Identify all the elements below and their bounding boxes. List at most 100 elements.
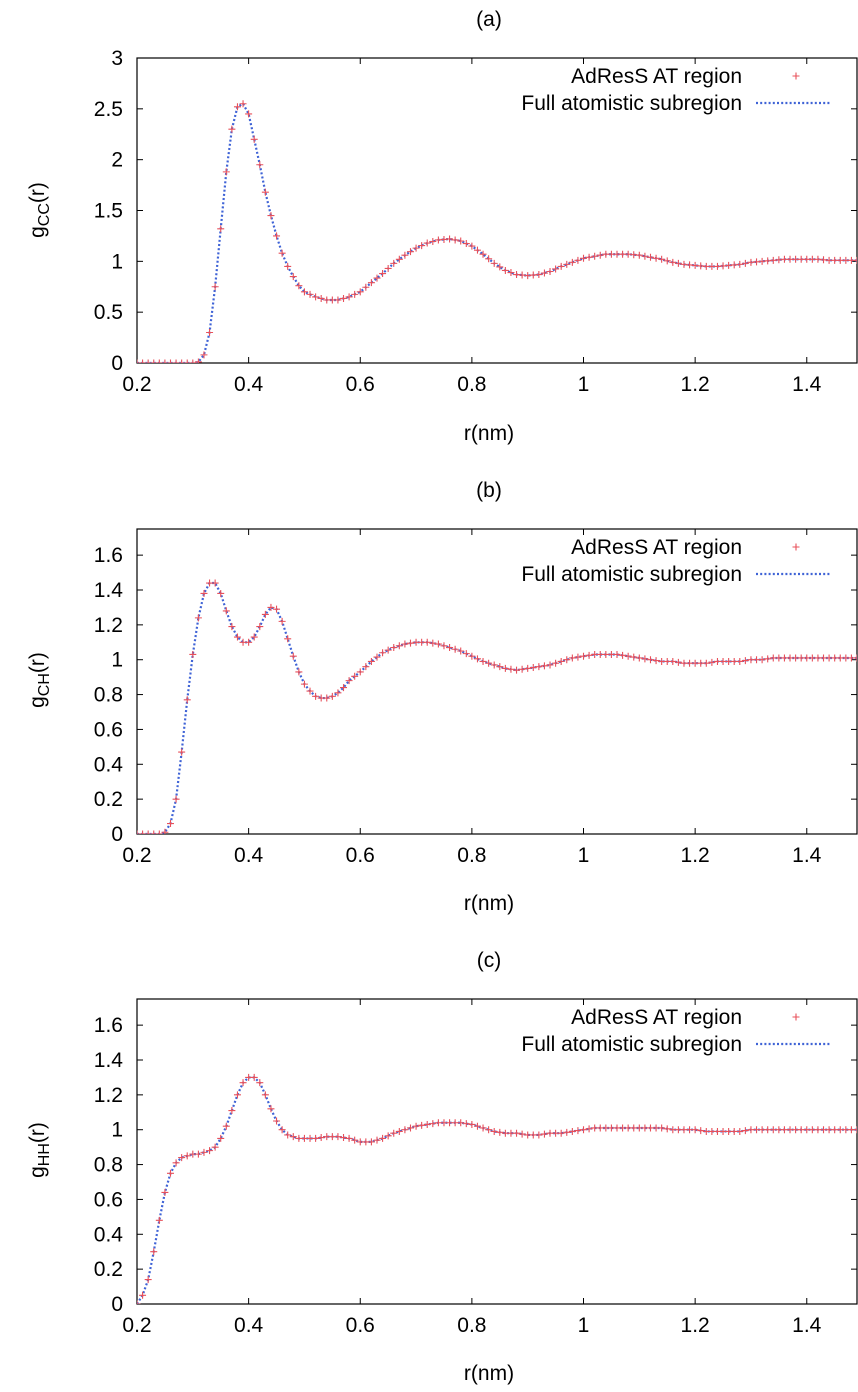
x-tick-label: 0.8: [457, 844, 486, 867]
chart-panel: (c)0.2 0.4 0.6 0.8 1 1.2 1.400.20.40.60.811.21…: [26, 949, 858, 1385]
data-point-adress: [278, 249, 286, 257]
data-point-adress: [161, 828, 169, 834]
data-point-adress: [379, 1134, 387, 1142]
data-point-adress: [239, 100, 247, 108]
data-point-adress: [328, 692, 336, 700]
data-point-adress: [250, 633, 258, 641]
data-point-adress: [401, 640, 409, 648]
data-point-adress: [406, 248, 414, 256]
legend: AdResS AT region Full atomistic subregion: [521, 1006, 830, 1056]
data-point-adress: [619, 651, 627, 659]
data-point-adress: [245, 110, 253, 118]
data-point-adress: [568, 654, 576, 662]
x-tick-label: 1.2: [681, 373, 710, 396]
x-tick-label: 0.6: [346, 373, 375, 396]
y-tick-label: 0.4: [94, 753, 124, 776]
x-tick-label: 0.8: [457, 373, 486, 396]
data-point-adress: [144, 359, 152, 363]
x-tick-label: 1.4: [792, 373, 822, 396]
data-point-adress: [222, 1122, 230, 1130]
y-tick-label: 0.5: [94, 301, 123, 324]
x-tick-label: 0.2: [122, 373, 151, 396]
x-tick-label: 0.6: [346, 1314, 375, 1337]
data-point-adress: [535, 663, 543, 671]
x-tick-label: 0.4: [234, 1314, 264, 1337]
data-point-adress: [652, 657, 660, 665]
legend: AdResS AT region Full atomistic subregion: [521, 536, 830, 586]
legend-marker-plus: [792, 543, 800, 551]
data-point-adress: [663, 257, 671, 265]
data-point-adress: [340, 294, 348, 302]
plot-area: [137, 579, 857, 834]
data-point-adress: [468, 242, 476, 250]
data-point-adress: [574, 256, 582, 264]
data-point-adress: [412, 1122, 420, 1130]
data-point-adress: [674, 658, 682, 666]
data-point-adress: [585, 1125, 593, 1133]
data-point-adress: [267, 212, 275, 220]
data-point-adress: [546, 268, 554, 275]
data-point-adress: [217, 225, 225, 233]
data-point-adress: [390, 1129, 398, 1137]
data-point-adress: [222, 168, 230, 176]
panel-label: (a): [476, 8, 502, 31]
data-point-adress: [401, 1126, 409, 1134]
data-point-adress: [228, 1107, 236, 1115]
y-axis-label: gCH(r): [26, 652, 53, 708]
y-tick-label: 3: [111, 47, 123, 70]
data-point-adress: [490, 259, 498, 267]
y-tick-label: 1.6: [94, 544, 123, 567]
legend-label-adress: AdResS AT region: [571, 1006, 742, 1029]
data-point-adress: [485, 1126, 493, 1134]
data-point-adress: [373, 1136, 381, 1144]
series-line-full-atomistic: [137, 102, 857, 363]
data-point-adress: [418, 1121, 426, 1129]
data-point-adress: [429, 238, 437, 246]
data-point-adress: [596, 251, 604, 259]
data-point-adress: [267, 1105, 275, 1113]
data-point-adress: [261, 1091, 269, 1099]
data-point-adress: [518, 665, 526, 673]
data-point-adress: [379, 270, 387, 278]
data-point-adress: [736, 1127, 744, 1135]
y-tick-label: 0.6: [94, 718, 123, 741]
series-line-full-atomistic: [137, 581, 857, 834]
x-tick-label: 0.4: [234, 373, 264, 396]
data-point-adress: [284, 1131, 292, 1139]
data-point-adress: [194, 614, 202, 622]
data-point-adress: [580, 652, 588, 660]
data-point-adress: [155, 1216, 163, 1224]
data-point-adress: [228, 623, 236, 631]
data-point-adress: [401, 251, 409, 259]
data-point-adress: [496, 1128, 504, 1136]
y-tick-label: 1.2: [94, 614, 123, 637]
plot-area: [137, 1073, 857, 1304]
data-point-adress: [546, 661, 554, 669]
data-point-adress: [178, 359, 186, 363]
x-tick-label: 0.6: [346, 844, 375, 867]
data-point-adress: [853, 654, 857, 662]
data-point-adress: [736, 657, 744, 665]
x-tick-label: 0.2: [122, 1314, 151, 1337]
data-point-adress: [635, 654, 643, 662]
data-point-adress: [406, 1124, 414, 1132]
data-point-adress: [507, 665, 515, 673]
data-point-adress: [496, 263, 504, 271]
data-point-adress: [222, 607, 230, 615]
data-point-adress: [250, 135, 258, 143]
data-point-adress: [568, 1127, 576, 1135]
plot-frame: [136, 528, 858, 835]
data-point-adress: [278, 617, 286, 625]
series-line-full-atomistic: [137, 1076, 857, 1304]
data-point-adress: [557, 657, 565, 665]
data-point-adress: [139, 359, 147, 363]
data-point-adress: [457, 237, 465, 245]
legend-label-adress: AdResS AT region: [571, 65, 742, 88]
data-point-adress: [183, 696, 191, 704]
y-tick-label: 0: [111, 352, 123, 375]
data-point-adress: [161, 359, 169, 363]
data-point-adress: [418, 242, 426, 250]
data-point-adress: [317, 294, 325, 302]
legend-marker-plus: [792, 72, 800, 80]
data-point-adress: [446, 644, 454, 652]
